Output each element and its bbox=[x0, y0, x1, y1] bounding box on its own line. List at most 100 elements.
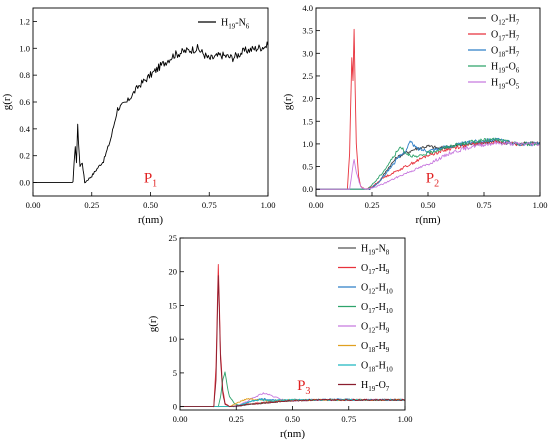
legend-label-index2: 10 bbox=[386, 307, 394, 315]
y-tick-label: 4.0 bbox=[302, 3, 313, 13]
legend-label: O18-H7 bbox=[491, 46, 520, 59]
legend-label: O12-H7 bbox=[491, 14, 520, 27]
legend: H19-N8O17-H9O12-H10O17-H10O12-H9O18-H9O1… bbox=[338, 244, 394, 393]
x-tick-label: 0.25 bbox=[229, 414, 244, 424]
legend-label-index2: 5 bbox=[516, 83, 520, 91]
y-tick-label: 1.2 bbox=[19, 16, 30, 26]
y-tick-label: 1.0 bbox=[19, 43, 30, 53]
legend-label-index2: 7 bbox=[516, 51, 520, 59]
legend-label: O17-H9 bbox=[361, 263, 390, 276]
legend-label: H19-N8 bbox=[361, 244, 390, 257]
x-tick-label: 0.75 bbox=[341, 414, 356, 424]
legend-label-atom1: H bbox=[491, 78, 498, 89]
legend-label-atom1: O bbox=[361, 263, 368, 274]
legend-label-index1: 17 bbox=[368, 268, 376, 276]
legend-label-atom2: -H bbox=[375, 302, 386, 313]
x-tick-label: 1.00 bbox=[533, 200, 548, 210]
y-tick-label: 0.0 bbox=[19, 178, 30, 188]
legend-label-index2: 6 bbox=[516, 67, 520, 75]
panel-label-letter: P bbox=[297, 378, 305, 394]
y-tick-label: 0 bbox=[173, 402, 177, 412]
legend-label-index1: 12 bbox=[368, 288, 376, 296]
x-tick-label: 0.25 bbox=[365, 200, 380, 210]
y-tick-label: 0.2 bbox=[19, 151, 30, 161]
legend-label-index2: 9 bbox=[386, 327, 390, 335]
legend-label: O12-H9 bbox=[361, 322, 390, 335]
panel-label-letter: P bbox=[426, 170, 434, 186]
legend-label-atom2: -O bbox=[505, 78, 516, 89]
legend-label-atom2: -N bbox=[375, 244, 386, 255]
legend-label: H19-O6 bbox=[491, 62, 520, 75]
legend: H19-N6 bbox=[198, 18, 250, 31]
legend-label-atom1: O bbox=[491, 46, 498, 57]
y-tick-label: 15 bbox=[169, 300, 178, 310]
chart-panel-3: 0.00 0.25 0.50 0.75 1.00 0 5 10 15 20 25 r(nm) g(r) P… bbox=[147, 233, 412, 440]
panel-label-subscript: 3 bbox=[305, 386, 310, 397]
legend-label-atom2: -O bbox=[375, 380, 386, 391]
legend-label-atom1: H bbox=[221, 18, 228, 29]
y-tick-label: 1.0 bbox=[302, 139, 313, 149]
legend-label-atom1: H bbox=[361, 244, 368, 255]
y-axis-label: g(r) bbox=[1, 93, 13, 110]
x-tick-label: 0.50 bbox=[143, 200, 158, 210]
legend-label: O18-H10 bbox=[361, 361, 393, 374]
legend-label-index1: 18 bbox=[498, 51, 506, 59]
legend-label-atom2: -H bbox=[505, 30, 516, 41]
x-tick-label: 0.75 bbox=[202, 200, 217, 210]
legend-label-index1: 12 bbox=[368, 327, 376, 335]
legend-label-atom2: -H bbox=[505, 14, 516, 25]
legend-label: O18-H9 bbox=[361, 341, 390, 354]
legend-label-index1: 18 bbox=[368, 346, 376, 354]
y-tick-label: 0.8 bbox=[19, 70, 30, 80]
legend-label-index2: 7 bbox=[386, 385, 390, 393]
panel-label-subscript: 1 bbox=[152, 179, 157, 190]
panel-label-letter: P bbox=[144, 171, 152, 187]
legend-label-index1: 19 bbox=[228, 23, 236, 31]
y-axis-label: g(r) bbox=[282, 93, 294, 110]
legend-label-index2: 10 bbox=[386, 288, 394, 296]
y-tick-label: 1.5 bbox=[302, 116, 313, 126]
legend-label-atom2: -H bbox=[375, 263, 386, 274]
series-line-H19-O5 bbox=[316, 140, 541, 190]
legend-label-index1: 17 bbox=[498, 35, 506, 43]
legend-label-atom1: O bbox=[361, 283, 368, 294]
x-tick-label: 1.00 bbox=[398, 414, 413, 424]
y-tick-label: 3.0 bbox=[302, 48, 313, 58]
panel-label: P3 bbox=[297, 378, 310, 397]
legend-label-index2: 6 bbox=[246, 23, 250, 31]
series-line-H19-N6 bbox=[33, 41, 269, 184]
legend-label-index2: 9 bbox=[386, 268, 390, 276]
legend-label-atom2: -H bbox=[375, 361, 386, 372]
y-tick-label: 20 bbox=[169, 267, 178, 277]
x-tick-label: 0.50 bbox=[421, 200, 436, 210]
x-tick-label: 0.50 bbox=[285, 414, 300, 424]
legend-label-index2: 8 bbox=[386, 249, 390, 257]
y-tick-label: 5 bbox=[173, 368, 177, 378]
legend-label-index1: 17 bbox=[368, 307, 376, 315]
legend-label-atom2: -N bbox=[235, 18, 246, 29]
legend-label-atom1: O bbox=[361, 322, 368, 333]
chart-panel-2: 0.00 0.25 0.50 0.75 1.00 0.0 0.5 1.0 1.5 2.0 2.5 3.… bbox=[282, 3, 547, 226]
legend-label-atom1: O bbox=[361, 302, 368, 313]
legend-label-index2: 10 bbox=[386, 366, 394, 374]
panel-label: P2 bbox=[426, 170, 439, 189]
legend-label-index1: 19 bbox=[498, 83, 506, 91]
legend-label: H19-N6 bbox=[221, 18, 250, 31]
x-axis-label: r(nm) bbox=[280, 428, 305, 440]
legend-label: H19-O7 bbox=[361, 380, 390, 393]
legend-label-atom2: -H bbox=[375, 283, 386, 294]
x-axis-label: r(nm) bbox=[415, 214, 440, 226]
legend-label-index2: 9 bbox=[386, 346, 390, 354]
legend-label: O17-H7 bbox=[491, 30, 520, 43]
legend-label: O17-H10 bbox=[361, 302, 393, 315]
legend-label-atom1: O bbox=[491, 30, 498, 41]
x-tick-label: 0.00 bbox=[26, 200, 41, 210]
legend-label-atom2: -H bbox=[375, 322, 386, 333]
plot-frame bbox=[32, 7, 269, 197]
panel-label-subscript: 2 bbox=[434, 178, 439, 189]
y-axis-label: g(r) bbox=[147, 315, 159, 332]
y-tick-label: 2.0 bbox=[302, 94, 313, 104]
legend-label: H19-O5 bbox=[491, 78, 520, 91]
